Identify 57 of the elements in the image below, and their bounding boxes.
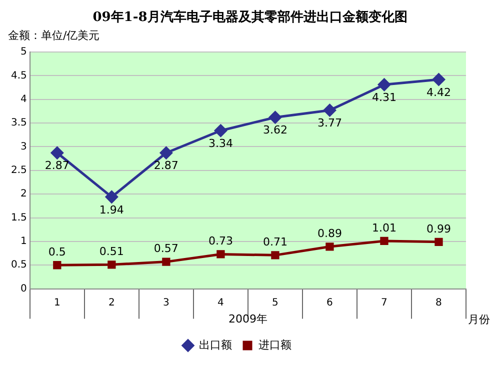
point	[214, 124, 227, 137]
chart-title: 09年1-8月汽车电子电器及其零部件进出口金额变化图	[92, 8, 408, 26]
point	[323, 104, 336, 117]
data-label: 1.94	[99, 203, 124, 216]
data-label: 3.77	[317, 116, 342, 130]
x-tick-label: 6	[326, 297, 333, 308]
point	[271, 251, 280, 260]
data-label: 0.51	[99, 245, 124, 258]
point	[50, 146, 64, 160]
x-tick-label: 8	[436, 297, 442, 308]
point	[105, 190, 118, 204]
x-tick-label: 2	[108, 297, 115, 308]
y-tick-label: 1.5	[10, 212, 27, 224]
data-label: 2.87	[44, 159, 70, 172]
x-tick-label: 4	[218, 297, 224, 308]
y-tick-label: 5	[20, 46, 27, 58]
data-label: 0.71	[262, 236, 288, 249]
data-label: 4.42	[426, 86, 451, 99]
y-tick-label: 0.5	[10, 260, 27, 271]
data-label: 0.99	[426, 222, 451, 236]
x-tick-label: 1	[54, 297, 60, 308]
data-label: 0.73	[208, 234, 233, 248]
y-tick-label: 3.5	[10, 118, 27, 129]
point	[380, 236, 388, 246]
y-tick-label: 2	[20, 188, 27, 200]
data-label: 0.89	[317, 227, 342, 240]
data-label: 0.57	[154, 242, 178, 256]
point	[160, 146, 172, 160]
point	[326, 242, 334, 251]
y-tick-label: 4	[20, 94, 27, 105]
x-tick-label: 7	[381, 297, 388, 308]
x-tick-label: 5	[272, 297, 278, 308]
x-axis-title: 2009年	[228, 312, 268, 326]
y-tick-label: 3	[20, 141, 27, 152]
data-label: 3.34	[208, 136, 233, 150]
y-tick-label: 4.5	[10, 70, 27, 82]
x-tick-label: 3	[162, 297, 170, 308]
point	[53, 261, 62, 270]
y-axis-title: 金额：单位/亿美元	[8, 28, 101, 43]
point	[216, 250, 225, 258]
point	[378, 78, 390, 91]
y-tick-label: 2.5	[10, 164, 27, 176]
legend-label: 进口额	[258, 338, 292, 352]
data-label: 0.5	[48, 245, 66, 258]
point	[268, 111, 282, 124]
y-tick-label: 1	[20, 236, 27, 248]
point	[108, 260, 116, 269]
point	[434, 238, 443, 246]
data-label: 3.62	[262, 124, 288, 137]
data-label: 4.31	[372, 91, 396, 104]
legend-label: 出口额	[199, 338, 232, 352]
y-tick-label: 0	[20, 283, 27, 294]
point	[162, 258, 170, 266]
text: 月份	[468, 313, 490, 326]
data-label: 1.01	[372, 221, 396, 234]
data-label: 2.87	[154, 159, 178, 172]
point	[432, 73, 445, 86]
